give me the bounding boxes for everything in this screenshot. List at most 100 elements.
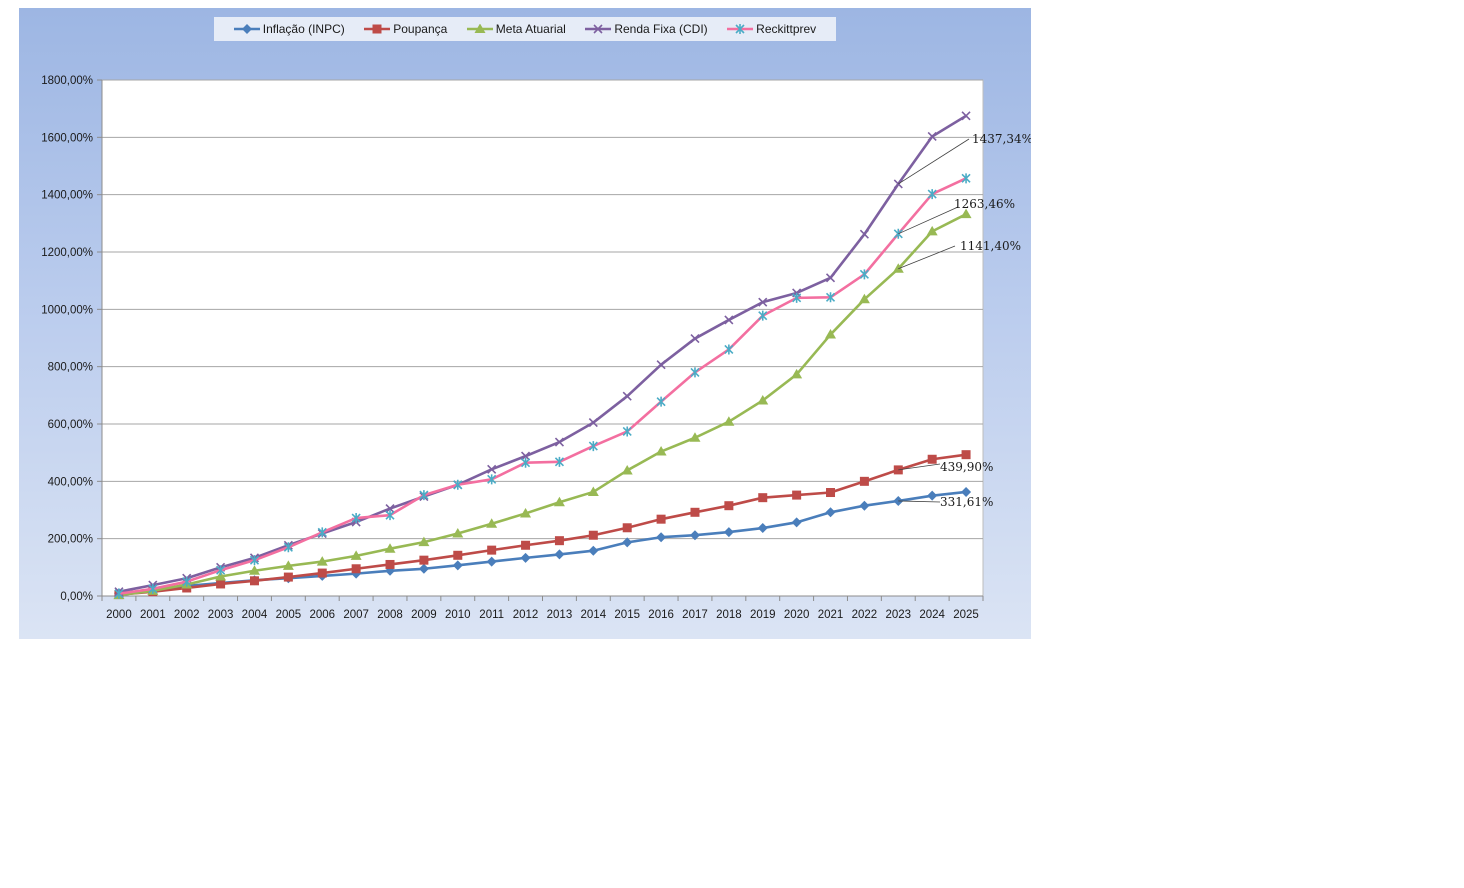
x-tick-label: 2016 bbox=[648, 609, 674, 621]
legend-marker bbox=[735, 24, 745, 34]
data-point-reckittprev bbox=[283, 542, 293, 553]
series-line-meta-atuarial bbox=[118, 213, 967, 597]
data-point-inflacao-inpc bbox=[791, 517, 802, 528]
data-point-poupanca bbox=[656, 514, 666, 524]
annotation-leader-renda-fixa-cdi bbox=[898, 138, 970, 185]
data-point-reckittprev bbox=[114, 588, 124, 599]
data-point-reckittprev bbox=[385, 510, 395, 521]
series-line-reckittprev bbox=[118, 177, 967, 595]
x-tick-label: 2020 bbox=[784, 609, 810, 621]
data-point-inflacao-inpc bbox=[486, 556, 497, 567]
data-point-meta-atuarial bbox=[418, 536, 430, 547]
legend-marker bbox=[372, 24, 382, 34]
data-point-reckittprev bbox=[825, 292, 836, 303]
y-tick-label: 1000,00% bbox=[41, 304, 93, 316]
data-point-reckittprev bbox=[351, 513, 361, 524]
data-point-reckittprev bbox=[588, 441, 598, 452]
data-point-renda-fixa-cdi bbox=[961, 111, 971, 121]
data-point-poupanca bbox=[521, 540, 531, 550]
data-point-reckittprev bbox=[758, 310, 768, 321]
data-point-reckittprev bbox=[690, 367, 700, 378]
data-point-renda-fixa-cdi bbox=[588, 418, 598, 428]
x-tick-label: 2021 bbox=[818, 609, 844, 621]
data-point-reckittprev bbox=[724, 344, 734, 355]
x-tick-label: 2014 bbox=[581, 609, 607, 621]
data-point-inflacao-inpc bbox=[723, 527, 734, 538]
x-tick-label: 2005 bbox=[276, 609, 302, 621]
data-point-renda-fixa-cdi bbox=[893, 179, 903, 189]
x-tick-label: 2004 bbox=[242, 609, 268, 621]
x-tick-label: 2023 bbox=[885, 609, 911, 621]
data-point-poupanca bbox=[622, 523, 632, 533]
x-tick-label: 2010 bbox=[445, 609, 471, 621]
data-point-poupanca bbox=[317, 568, 327, 578]
data-point-inflacao-inpc bbox=[757, 523, 768, 534]
y-tick-label: 800,00% bbox=[48, 362, 93, 374]
legend-item-poupanca: Poupança bbox=[364, 22, 447, 36]
data-point-reckittprev bbox=[182, 576, 192, 587]
legend: Inflação (INPC) Poupança Meta Atuarial R… bbox=[214, 17, 836, 41]
data-point-poupanca bbox=[792, 490, 802, 500]
annotation-label-reckittprev: 1263,46% bbox=[954, 197, 1015, 211]
annotation-leader-inflacao-inpc bbox=[898, 500, 941, 503]
legend-swatch-meta-atuarial bbox=[466, 24, 493, 33]
legend-swatch-poupanca bbox=[364, 24, 391, 34]
data-point-poupanca bbox=[385, 559, 395, 569]
data-point-poupanca bbox=[927, 454, 937, 464]
data-point-reckittprev bbox=[148, 583, 158, 594]
line-chart: 0,00% 200,00% 400,00% 600,00% 800,00% 1000,00… bbox=[41, 75, 1031, 621]
data-point-inflacao-inpc bbox=[418, 563, 429, 574]
annotation-label-meta-atuarial: 1141,40% bbox=[960, 239, 1021, 253]
x-tick-label: 2011 bbox=[479, 609, 504, 621]
data-point-reckittprev bbox=[249, 555, 260, 566]
y-tick-label: 1400,00% bbox=[41, 190, 93, 202]
data-point-meta-atuarial bbox=[825, 329, 837, 339]
series-line-poupanca bbox=[118, 453, 967, 596]
data-point-inflacao-inpc bbox=[452, 560, 463, 571]
legend-swatch-inflacao bbox=[233, 24, 260, 34]
data-point-poupanca bbox=[690, 507, 700, 517]
data-point-poupanca bbox=[487, 545, 497, 555]
y-tick-label: 200,00% bbox=[48, 534, 93, 546]
data-point-meta-atuarial bbox=[215, 571, 227, 581]
data-point-meta-atuarial bbox=[960, 208, 972, 219]
data-point-reckittprev bbox=[927, 189, 937, 200]
legend-item-inflacao: Inflação (INPC) bbox=[233, 22, 345, 36]
data-point-meta-atuarial bbox=[384, 543, 396, 553]
data-point-inflacao-inpc bbox=[927, 490, 938, 501]
x-tick-label: 2019 bbox=[750, 609, 776, 621]
x-tick-label: 2002 bbox=[174, 609, 200, 621]
data-point-poupanca bbox=[961, 450, 971, 460]
legend-swatch-renda-fixa bbox=[585, 24, 612, 34]
data-point-reckittprev bbox=[453, 479, 463, 490]
data-point-meta-atuarial bbox=[757, 394, 769, 405]
x-tick-label: 2007 bbox=[343, 609, 369, 621]
data-point-poupanca bbox=[419, 555, 429, 565]
y-tick-label: 600,00% bbox=[48, 419, 93, 431]
data-point-renda-fixa-cdi bbox=[859, 229, 869, 239]
data-point-reckittprev bbox=[216, 565, 226, 576]
data-point-meta-atuarial bbox=[452, 528, 464, 538]
data-point-inflacao-inpc bbox=[961, 486, 972, 497]
y-tick-label: 1200,00% bbox=[41, 247, 93, 259]
legend-label-inflacao: Inflação (INPC) bbox=[262, 22, 345, 36]
x-tick-label: 2000 bbox=[106, 609, 132, 621]
legend-item-meta-atuarial: Meta Atuarial bbox=[466, 22, 566, 36]
data-point-meta-atuarial bbox=[723, 416, 735, 426]
data-point-renda-fixa-cdi bbox=[554, 437, 565, 447]
x-tick-label: 2013 bbox=[547, 609, 573, 621]
y-tick-label: 400,00% bbox=[48, 476, 93, 488]
y-tick-label: 1800,00% bbox=[41, 75, 93, 87]
data-point-renda-fixa-cdi bbox=[385, 504, 395, 514]
data-point-reckittprev bbox=[622, 426, 632, 437]
legend-item-renda-fixa: Renda Fixa (CDI) bbox=[585, 22, 708, 36]
data-point-poupanca bbox=[554, 536, 564, 546]
legend-marker bbox=[593, 24, 603, 34]
data-point-meta-atuarial bbox=[282, 560, 294, 570]
data-point-poupanca bbox=[758, 493, 768, 503]
x-tick-label: 2024 bbox=[919, 609, 945, 621]
data-point-reckittprev bbox=[893, 228, 903, 239]
data-point-poupanca bbox=[216, 579, 226, 589]
x-tick-label: 2008 bbox=[377, 609, 403, 621]
data-point-poupanca bbox=[724, 501, 734, 511]
